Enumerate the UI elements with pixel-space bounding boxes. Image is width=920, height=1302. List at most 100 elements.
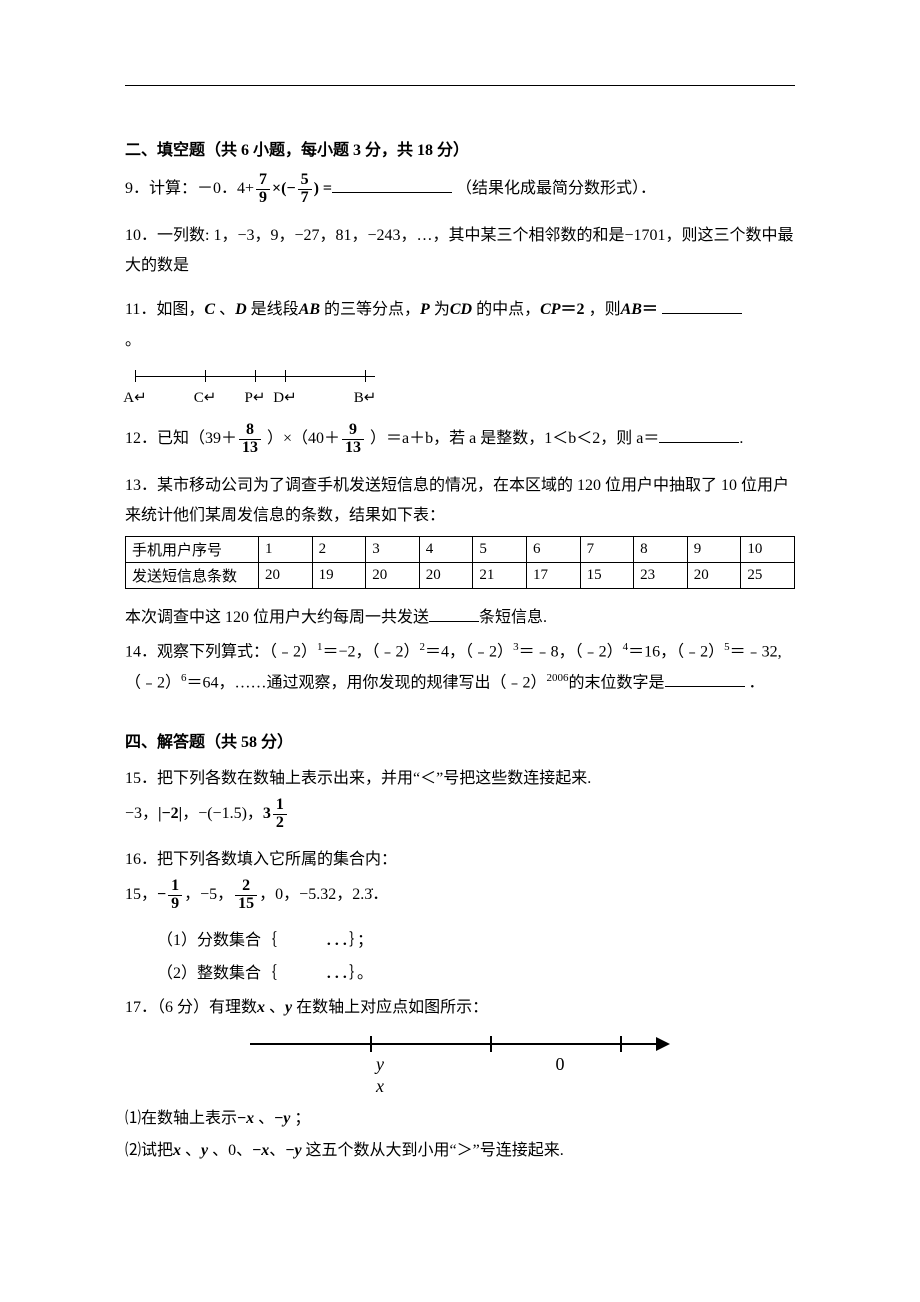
section-title-fill: 二、填空题（共 6 小题，每小题 3 分，共 18 分） [125, 136, 795, 160]
seg-label-P: P↵ [245, 384, 266, 413]
table-row: 手机用户序号 1 2 3 4 5 6 7 8 9 10 [126, 536, 795, 562]
q11-P: P [420, 301, 430, 318]
q17-sub2: ⑵试把x 、y 、0、−x、−y 这五个数从大到小用“＞”号连接起来. [125, 1136, 795, 1166]
q11-m3: 为 [430, 301, 450, 318]
seg-label-D: D↵ [273, 384, 296, 413]
question-12: 12．已知（39＋813 ）×（40＋913 ）＝a＋b，若 a 是整数，1＜b… [125, 422, 795, 457]
q11-eq2: ＝2 [561, 301, 585, 318]
top-rule [125, 85, 795, 86]
q9-after: ) = [314, 180, 332, 197]
q9-text: 9．计算：－0．4+ [125, 180, 254, 197]
cell: 4 [419, 536, 473, 562]
segment-tick [285, 370, 286, 382]
numberline-labels-2: x [250, 1076, 670, 1098]
q11-C: C [204, 301, 215, 318]
question-14: 14．观察下列算式：（﹣2）1＝−2，（﹣2）2＝4，（﹣2）3＝﹣8，（﹣2）… [125, 637, 795, 698]
segment-labels: A↵ C↵ P↵ D↵ B↵ [135, 384, 375, 404]
seg-label-C: C↵ [194, 384, 217, 413]
seg-label-B: B↵ [354, 384, 377, 413]
cell: 20 [259, 562, 313, 588]
label-y: y [376, 1054, 384, 1075]
q13-p2a: 本次调查中这 120 位用户大约每周一共发送 [125, 609, 429, 626]
q16-sub2: （2）整数集合｛ ．．．｝。 [125, 959, 795, 989]
mixed-frac: 12 [273, 797, 287, 832]
q13-blank [429, 605, 479, 622]
q11-AB2: AB [621, 301, 642, 318]
segment-tick [205, 370, 206, 382]
question-9: 9．计算：－0．4+79×(−57) = （结果化成最简分数形式）． [125, 172, 795, 207]
q16-frac2: 215 [235, 878, 257, 913]
cell: 9 [687, 536, 741, 562]
q9-mid: ×(− [272, 180, 296, 197]
q11-m5: ，则 [585, 301, 621, 318]
question-16-values: 15，−19，−5，215，0，−5.32，2.3̇． [125, 878, 795, 913]
label-x: x [376, 1076, 384, 1097]
document-page: 二、填空题（共 6 小题，每小题 3 分，共 18 分） 9．计算：－0．4+7… [0, 0, 920, 1302]
numberline-axis [250, 1034, 670, 1054]
cell: 21 [473, 562, 527, 588]
segment-tick [135, 370, 136, 382]
numline-tick [620, 1036, 622, 1052]
q11-AB: AB [299, 301, 320, 318]
q9-frac1: 79 [256, 172, 270, 207]
q13-p2b: 条短信息. [479, 609, 547, 626]
q13-table: 手机用户序号 1 2 3 4 5 6 7 8 9 10 发送短信息条数 20 1… [125, 536, 795, 589]
cell: 20 [366, 562, 420, 588]
q14-l2a: （﹣2） [125, 674, 181, 691]
cell: 20 [419, 562, 473, 588]
cell: 5 [473, 536, 527, 562]
q12-tail: . [739, 430, 743, 447]
q14-blank [665, 670, 745, 687]
q11-eq: ＝ [642, 301, 658, 318]
q11-blank [662, 297, 742, 314]
section-title-solve: 四、解答题（共 58 分） [125, 728, 795, 752]
segment-line [135, 370, 375, 384]
q10-text: 10．一列数: 1，−3，9，−27，81，−243，…，其中某三个相邻数的和是… [125, 227, 794, 274]
row-label-2: 发送短信息条数 [126, 562, 259, 588]
q9-blank [332, 176, 452, 193]
q12-blank [659, 426, 739, 443]
arrow-icon [656, 1037, 670, 1051]
question-10: 10．一列数: 1，−3，9，−27，81，−243，…，其中某三个相邻数的和是… [125, 221, 795, 282]
q12-frac2: 913 [342, 422, 364, 457]
cell: 23 [634, 562, 688, 588]
question-13-intro: 13．某市移动公司为了调查手机发送短信息的情况，在本区域的 120 位用户中抽取… [125, 471, 795, 532]
q11-CD: CD [450, 301, 472, 318]
cell: 7 [580, 536, 634, 562]
row-label-1: 手机用户序号 [126, 536, 259, 562]
segment-tick [365, 370, 366, 382]
cell: 20 [687, 562, 741, 588]
cell: 6 [526, 536, 580, 562]
q11-period: 。 [125, 332, 141, 349]
q16-sub1: （1）分数集合｛ ．．．｝； [125, 926, 795, 956]
question-16: 16．把下列各数填入它所属的集合内： [125, 845, 795, 875]
numline-tick [370, 1036, 372, 1052]
q17-numberline: y 0 x [250, 1034, 670, 1098]
abs-value: |−2| [158, 805, 182, 822]
label-0: 0 [556, 1054, 565, 1075]
q16-frac1: 19 [168, 878, 182, 913]
seg-label-A: A↵ [123, 384, 146, 413]
question-11: 11．如图，C 、D 是线段AB 的三等分点，P 为CD 的中点，CP＝2 ，则… [125, 295, 795, 404]
q14-l1: 14．观察下列算式：（﹣2） [125, 643, 317, 660]
numline-tick [490, 1036, 492, 1052]
cell: 15 [580, 562, 634, 588]
cell: 19 [312, 562, 366, 588]
q12-pre: 12．已知（39＋ [125, 430, 237, 447]
segment-tick [255, 370, 256, 382]
q12-frac1: 813 [239, 422, 261, 457]
q11-D: D [235, 301, 247, 318]
cell: 2 [312, 536, 366, 562]
q11-m1: 是线段 [247, 301, 299, 318]
axis-line [250, 1043, 660, 1045]
q11-pre: 11．如图， [125, 301, 204, 318]
q11-CP: CP [540, 301, 560, 318]
q9-frac2: 57 [298, 172, 312, 207]
q11-m4: 的中点， [472, 301, 540, 318]
table-row: 发送短信息条数 20 19 20 20 21 17 15 23 20 25 [126, 562, 795, 588]
q11-m2: 的三等分点， [320, 301, 420, 318]
q12-m1: ）×（40＋ [263, 430, 340, 447]
question-15-values: −3，|−2|，−(−1.5)，312 [125, 797, 795, 832]
numberline-labels: y 0 [250, 1054, 670, 1076]
q12-m2: ）＝a＋b，若 a 是整数，1＜b＜2，则 a＝ [366, 430, 659, 447]
